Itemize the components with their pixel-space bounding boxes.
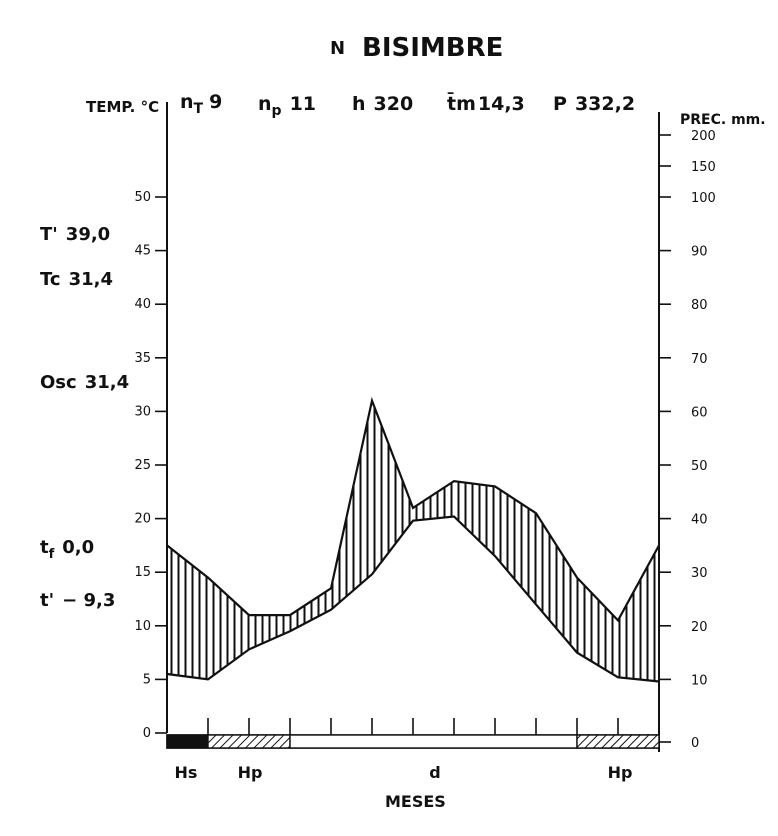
left-tick-label: 40 bbox=[134, 297, 151, 312]
stat-0: T' 39,0 bbox=[40, 224, 110, 245]
right-tick-label: 40 bbox=[691, 513, 708, 528]
header-nT-label: n bbox=[180, 91, 194, 113]
precipitation-line bbox=[166, 396, 660, 623]
left-tick-label: 10 bbox=[134, 619, 151, 634]
header-P-label: P bbox=[553, 93, 567, 115]
right-tick-label: 10 bbox=[691, 673, 708, 688]
zone-hp-bar bbox=[207, 734, 291, 749]
right-axis-ticks: 0 10 20 30 40 50 60 70 80 90 100 150 200 bbox=[659, 129, 716, 751]
right-tick-label: 60 bbox=[691, 405, 708, 420]
right-tick-label: 0 bbox=[691, 736, 699, 751]
left-axis-label: TEMP. °C bbox=[86, 98, 159, 116]
plot-regions bbox=[167, 400, 659, 682]
zone-label: Hs bbox=[175, 763, 198, 782]
left-tick-label: 20 bbox=[134, 512, 151, 527]
header-tm-value: 14,3 bbox=[478, 93, 525, 115]
left-axis-ticks: 0 5 10 15 20 25 30 35 40 45 50 bbox=[134, 190, 167, 741]
left-tick-label: 5 bbox=[143, 672, 151, 687]
header-nT-sub: T bbox=[194, 101, 204, 117]
svg-text:nT9: nT 9 bbox=[180, 91, 222, 117]
humid-period-area bbox=[167, 400, 659, 682]
header-np-sub: p bbox=[272, 103, 282, 119]
zone-label: Hp bbox=[238, 763, 263, 782]
header-np-value: 11 bbox=[290, 93, 316, 115]
zone-bar: Hs Hp d Hp bbox=[166, 734, 660, 782]
left-tick-label: 35 bbox=[134, 351, 151, 366]
header-nT-value: 9 bbox=[209, 91, 222, 113]
header-np: np 11 bbox=[258, 93, 316, 119]
zone-label: Hp bbox=[608, 763, 633, 782]
left-tick-label: 15 bbox=[134, 565, 151, 580]
left-tick-label: 50 bbox=[134, 190, 151, 205]
chart-title-prefix: N bbox=[330, 38, 345, 59]
zone-label: d bbox=[429, 763, 440, 782]
stat-4: t' − 9,3 bbox=[40, 590, 115, 611]
x-axis-label: MESES bbox=[385, 792, 446, 811]
left-tick-label: 0 bbox=[143, 726, 151, 741]
right-tick-label: 150 bbox=[691, 160, 716, 175]
right-tick-label: 30 bbox=[691, 566, 708, 581]
header-tm: t̄m 14,3 bbox=[447, 92, 525, 115]
temperature-line bbox=[166, 515, 660, 683]
chart-title: BISIMBRE bbox=[362, 33, 503, 63]
left-tick-label: 30 bbox=[134, 404, 151, 419]
header-nT: nT 9 bbox=[180, 91, 222, 117]
stat-2: Osc 31,4 bbox=[40, 372, 129, 393]
header-h-label: h bbox=[352, 93, 366, 115]
header-P-value: 332,2 bbox=[575, 93, 635, 115]
series-lines bbox=[166, 396, 660, 683]
zone-hp-bar bbox=[576, 734, 660, 749]
svg-text:t̄m14,3: t̄m 14,3 bbox=[447, 92, 525, 115]
right-axis-label: PREC. mm. bbox=[680, 112, 766, 128]
right-tick-label: 20 bbox=[691, 620, 708, 635]
right-tick-label: 80 bbox=[691, 298, 708, 313]
right-tick-label: 50 bbox=[691, 459, 708, 474]
month-ticks bbox=[207, 718, 619, 735]
right-tick-label: 100 bbox=[691, 191, 716, 206]
header-np-label: n bbox=[258, 93, 272, 115]
header-tm-label: t̄m bbox=[447, 92, 476, 115]
right-tick-label: 200 bbox=[691, 129, 716, 144]
left-tick-label: 45 bbox=[134, 244, 151, 259]
stat-3: tf 0,0 bbox=[40, 537, 94, 562]
right-tick-label: 90 bbox=[691, 245, 708, 260]
stat-1: Tc 31,4 bbox=[40, 269, 113, 290]
header-h: h 320 bbox=[352, 93, 413, 115]
left-tick-label: 25 bbox=[134, 458, 151, 473]
right-tick-label: 70 bbox=[691, 352, 708, 367]
zone-d-bar bbox=[289, 734, 578, 749]
zone-hs-bar bbox=[166, 734, 209, 749]
header-h-value: 320 bbox=[374, 93, 414, 115]
left-stats: T' 39,0 Tc 31,4 Osc 31,4 tf 0,0 t' − 9,3 bbox=[40, 224, 129, 611]
header-P: P 332,2 bbox=[553, 93, 635, 115]
